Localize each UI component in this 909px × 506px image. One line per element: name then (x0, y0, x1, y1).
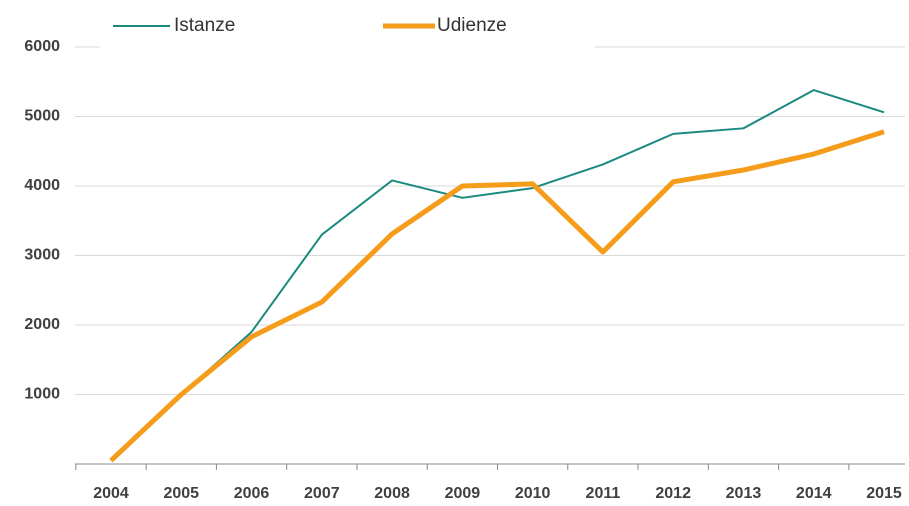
x-tick-label: 2006 (234, 485, 270, 502)
x-tick-label: 2007 (304, 485, 340, 502)
y-tick-label: 6000 (24, 38, 60, 55)
y-tick-label: 3000 (24, 247, 60, 264)
y-tick-label: 1000 (24, 386, 60, 403)
legend-label: Istanze (174, 15, 235, 36)
y-tick-label: 4000 (24, 177, 60, 194)
legend-label: Udienze (437, 15, 507, 36)
x-tick-label: 2010 (515, 485, 551, 502)
x-tick-label: 2009 (445, 485, 481, 502)
x-tick-label: 2014 (796, 485, 832, 502)
x-tick-label: 2012 (655, 485, 691, 502)
series-line (109, 129, 885, 463)
y-tick-label: 2000 (24, 316, 60, 333)
y-tick-label: 5000 (24, 108, 60, 125)
series-line (110, 89, 885, 462)
x-tick-label: 2004 (93, 485, 129, 502)
legend-background (100, 8, 595, 48)
x-tick-label: 2011 (586, 485, 621, 502)
x-tick-label: 2013 (726, 485, 762, 502)
x-tick-label: 2005 (163, 485, 199, 502)
x-tick-label: 2008 (374, 485, 410, 502)
x-tick-label: 2015 (866, 485, 902, 502)
